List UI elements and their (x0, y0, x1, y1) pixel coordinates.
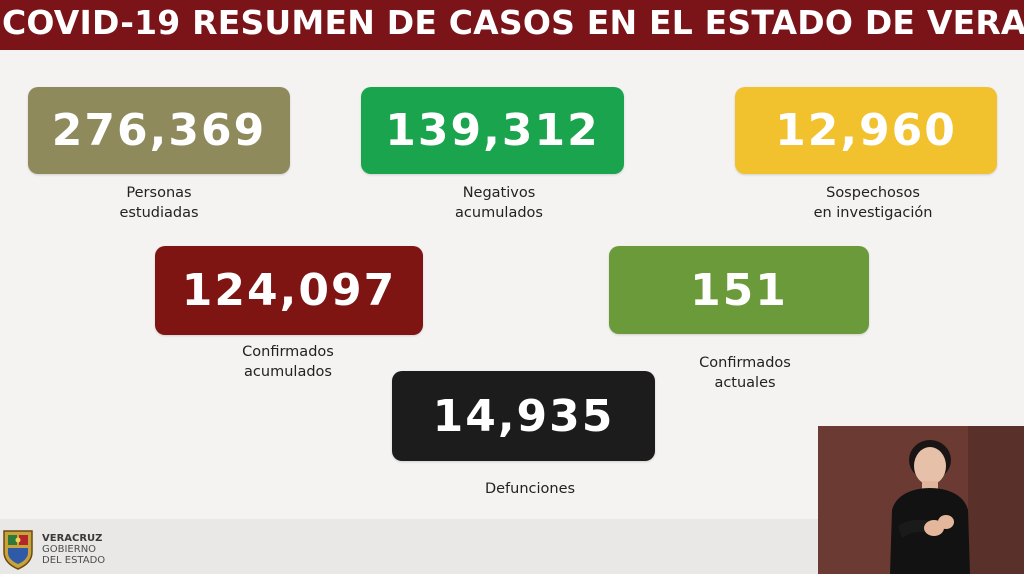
label-defunciones: Defunciones (484, 481, 576, 497)
card-confirmados-acumulados: 124,097 (155, 246, 423, 335)
label-negativos-acumulados: Negativos acumulados (455, 185, 543, 221)
value-confirmados-acumulados: 124,097 (181, 265, 397, 316)
government-logo-text: VERACRUZ GOBIERNO DEL ESTADO (42, 533, 106, 566)
interpreter-figure-icon (818, 426, 1024, 574)
veracruz-shield-icon (3, 530, 33, 570)
label-confirmados-actuales: Confirmados actuales (699, 355, 791, 391)
label-personas-estudiadas: Personas estudiadas (119, 185, 199, 221)
value-defunciones: 14,935 (432, 390, 615, 442)
value-sospechosos: 12,960 (775, 105, 957, 156)
card-personas-estudiadas: 276,369 (28, 87, 290, 174)
interpreter-video (818, 426, 1024, 574)
card-defunciones: 14,935 (392, 371, 655, 461)
value-personas-estudiadas: 276,369 (51, 105, 267, 156)
page-title: COVID-19 RESUMEN DE CASOS EN EL ESTADO D… (2, 3, 1024, 42)
label-confirmados-acumulados: Confirmados acumulados (242, 344, 334, 380)
card-confirmados-actuales: 151 (609, 246, 869, 334)
footer-bar (0, 519, 818, 574)
value-negativos-acumulados: 139,312 (385, 105, 600, 156)
header-bar: COVID-19 RESUMEN DE CASOS EN EL ESTADO D… (0, 0, 1024, 50)
label-sospechosos: Sospechosos en investigación (813, 185, 933, 221)
card-negativos-acumulados: 139,312 (361, 87, 624, 174)
card-sospechosos: 12,960 (735, 87, 997, 174)
value-confirmados-actuales: 151 (690, 264, 788, 316)
